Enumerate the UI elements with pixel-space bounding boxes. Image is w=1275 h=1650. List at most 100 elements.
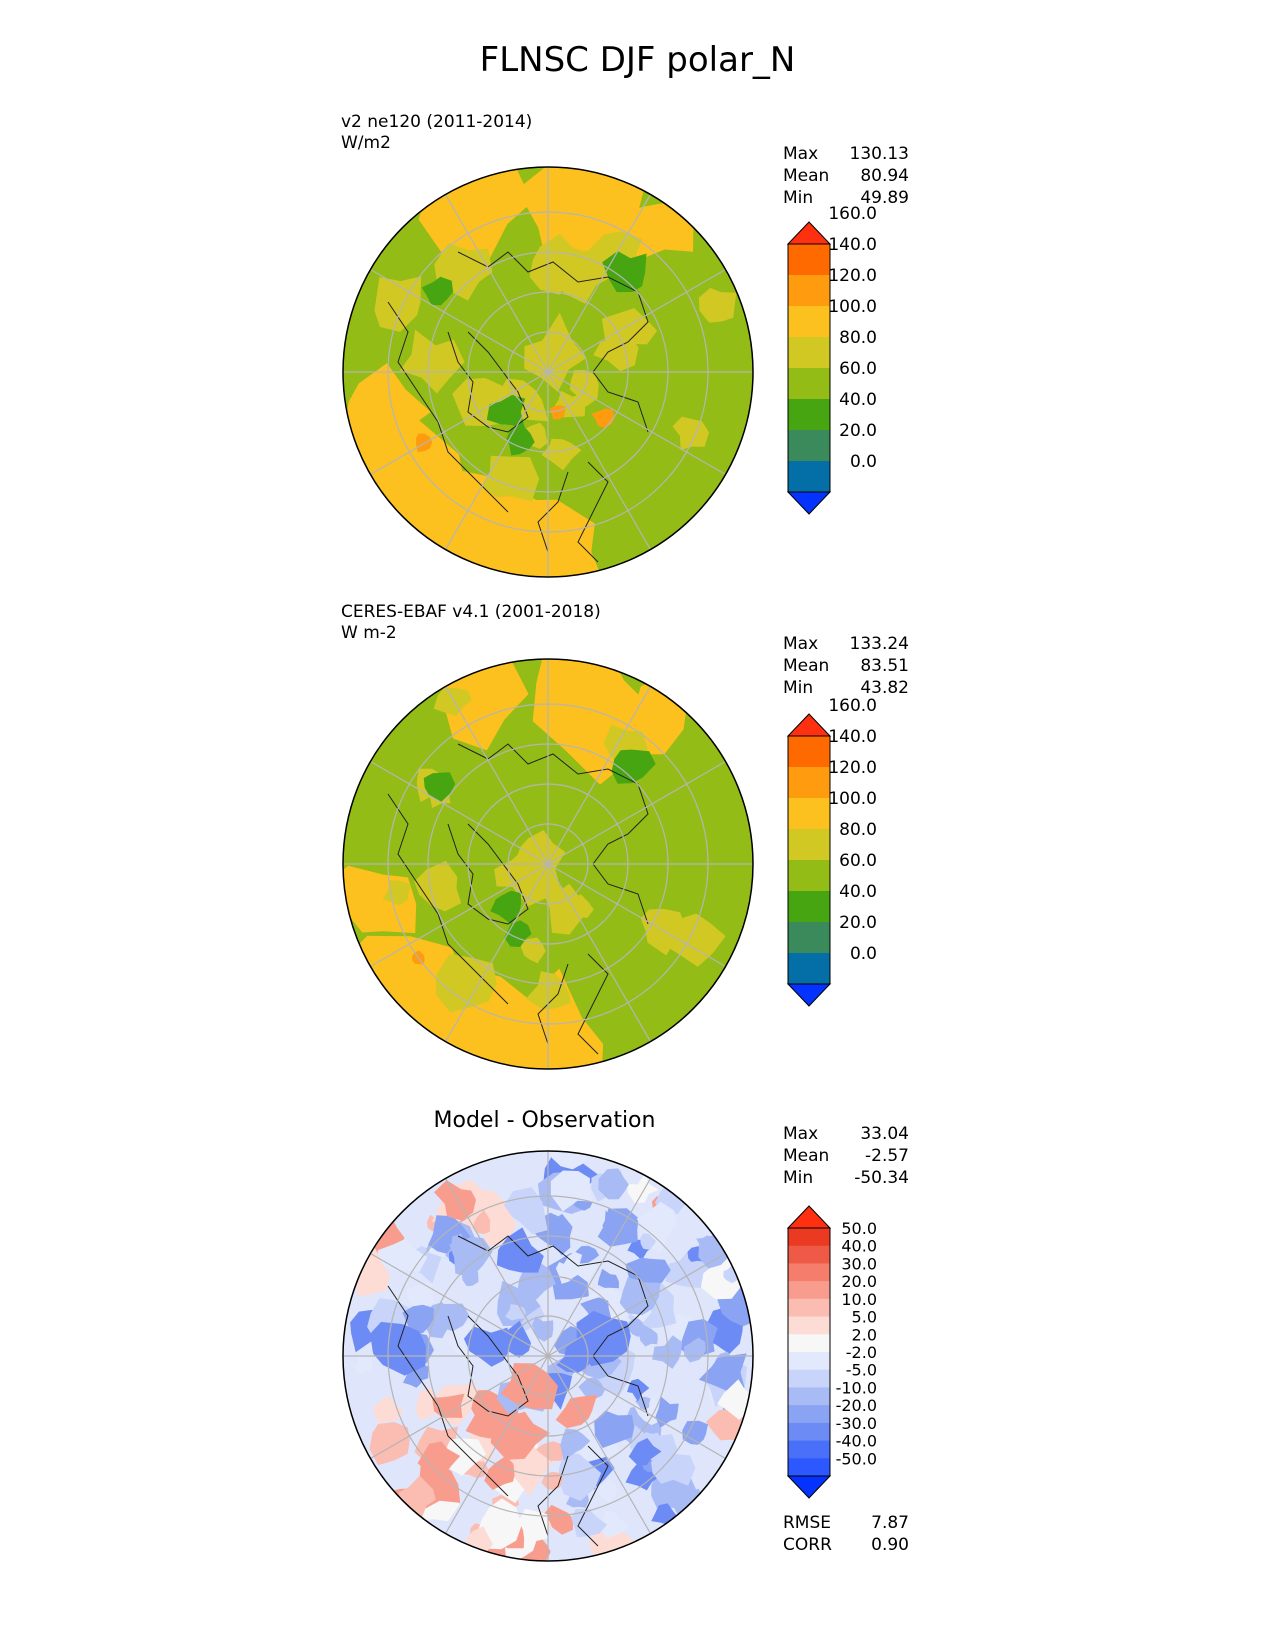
panel2-name: CERES-EBAF v4.1 (2001-2018)	[341, 602, 601, 622]
field-patch	[486, 394, 526, 429]
field-patch	[423, 772, 456, 802]
field-patch	[406, 1283, 435, 1310]
field-patch	[628, 1438, 662, 1466]
stat-value: 33.04	[860, 1124, 909, 1144]
colorbar-extend-max	[786, 1205, 832, 1229]
meridian-line	[547, 863, 726, 968]
field-patch	[549, 883, 593, 935]
colorbar-tick-label: 140.0	[828, 727, 877, 747]
stat-value: 130.13	[849, 144, 909, 164]
colorbar-tick-label: 50.0	[841, 1219, 877, 1238]
field-patch	[560, 1428, 591, 1461]
map-frame	[342, 658, 754, 1070]
colorbar-tick-label: 60.0	[839, 851, 877, 871]
field-patch	[554, 245, 613, 304]
map-field	[343, 659, 753, 1069]
coastline	[387, 1285, 509, 1497]
field-patch	[377, 1238, 428, 1272]
colorbar-2: 0.0 20.0 40.0 60.0 80.0 100.0 120.0 140.0 160.0	[786, 696, 877, 1007]
meridian-line	[370, 371, 549, 476]
colorbar-tick-label: 40.0	[839, 390, 877, 410]
meridian-line	[547, 760, 726, 865]
colorbar-segment	[788, 891, 830, 923]
colorbar-segment	[788, 736, 830, 768]
stat-label: Min	[783, 188, 814, 208]
colorbar-1: 0.0 20.0 40.0 60.0 80.0 100.0 120.0 140.0 160.0	[786, 204, 877, 515]
colorbar-extend-min	[786, 491, 832, 515]
colorbar-segment	[788, 275, 830, 307]
panel2-units: W m-2	[341, 623, 397, 643]
colorbar-tick-label: 20.0	[839, 421, 877, 441]
field-patch	[440, 1438, 487, 1476]
polar-map-3	[342, 1150, 754, 1562]
figure-title: FLNSC DJF polar_N	[479, 40, 796, 80]
colorbar-tick-label: -5.0	[846, 1361, 877, 1380]
colorbar-tick-label: 0.0	[850, 944, 877, 964]
field-patch	[597, 1268, 619, 1289]
field-patch	[698, 287, 737, 323]
field-patch	[435, 953, 497, 1013]
colorbar-segment	[788, 306, 830, 338]
metric-value: 0.90	[871, 1535, 909, 1555]
graticule	[343, 167, 753, 577]
meridian-line	[370, 760, 549, 865]
field-patch	[479, 499, 608, 577]
map-frame	[342, 166, 754, 578]
stat-value: 80.94	[860, 166, 909, 186]
field-patch	[473, 1209, 491, 1235]
colorbar-extend-min	[786, 983, 832, 1007]
coastline	[387, 793, 509, 1005]
colorbar-segment	[788, 1245, 830, 1264]
field-patch	[652, 1335, 683, 1369]
meridian-line	[547, 194, 652, 373]
colorbar-segment	[788, 922, 830, 954]
colorbar-extend-max	[786, 221, 832, 245]
colorbar-segment	[788, 767, 830, 799]
meridian-line	[547, 1355, 652, 1534]
colorbar-tick-label: 30.0	[841, 1254, 877, 1273]
stat-label: Mean	[783, 656, 830, 676]
panel1-name: v2 ne120 (2011-2014)	[341, 112, 533, 132]
colorbar-segment	[788, 953, 830, 985]
colorbar-segment	[788, 461, 830, 493]
field-patch	[635, 1396, 651, 1411]
panel2-label: CERES-EBAF v4.1 (2001-2018) W m-2	[341, 602, 601, 644]
stat-label: Max	[783, 1124, 819, 1144]
field-patch	[555, 1394, 598, 1429]
field-patch	[640, 1233, 657, 1250]
field-patch	[576, 1310, 631, 1367]
field-patch	[369, 1422, 410, 1466]
field-patch	[463, 1326, 513, 1367]
field-patch	[374, 276, 422, 332]
colorbar-tick-label: 120.0	[828, 266, 877, 286]
field-patch	[543, 1504, 573, 1535]
panel1-label: v2 ne120 (2011-2014) W/m2	[341, 112, 532, 154]
colorbar-segment	[788, 1334, 830, 1353]
panel1-units: W/m2	[341, 133, 391, 153]
meridian-line	[444, 194, 549, 373]
meridian-line	[547, 371, 652, 550]
panel3-stats: Max 33.04 Mean -2.57 Min -50.34	[783, 1123, 909, 1189]
field-patch	[355, 1355, 373, 1376]
colorbar-segment	[788, 1405, 830, 1424]
coastline	[577, 1445, 609, 1547]
meridian-line	[370, 1252, 549, 1357]
colorbar-tick-label: 20.0	[839, 913, 877, 933]
colorbar-segment	[788, 1263, 830, 1282]
colorbar-tick-label: 100.0	[828, 297, 877, 317]
meridian-line	[370, 1355, 549, 1460]
meridian-line	[370, 863, 549, 968]
colorbar-tick-label: 100.0	[828, 789, 877, 809]
field-patch	[698, 1353, 747, 1392]
panel3-metrics: RMSE 7.87 CORR 0.90	[783, 1512, 909, 1556]
colorbar-tick-label: -20.0	[836, 1396, 877, 1415]
polar-map-1	[342, 166, 754, 578]
colorbar-tick-label: 40.0	[839, 882, 877, 902]
field-patch	[461, 1461, 489, 1478]
field-patch	[415, 433, 433, 453]
field-patch	[449, 1237, 493, 1278]
metric-value: 7.87	[871, 1513, 909, 1533]
meridian-line	[444, 686, 549, 865]
stat-value: 133.24	[849, 634, 909, 654]
